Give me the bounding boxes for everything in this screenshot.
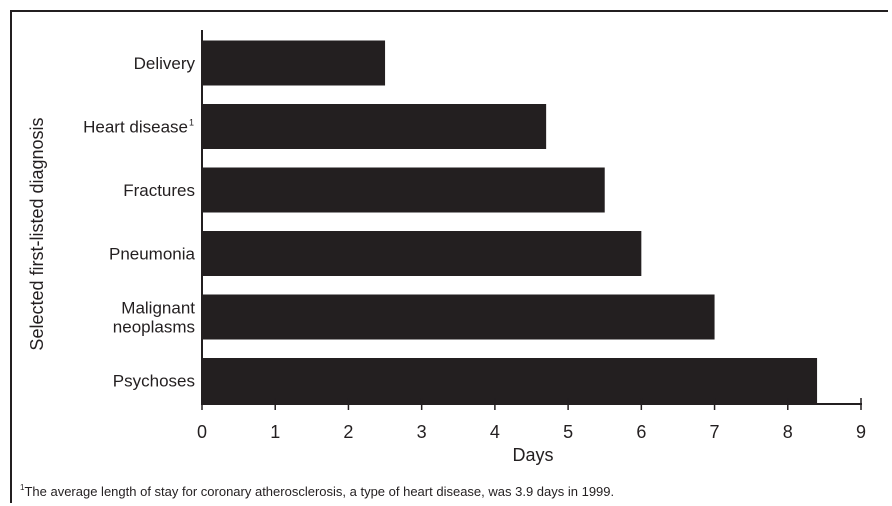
x-tick-label: 9 <box>856 422 866 442</box>
category-label: neoplasms <box>113 318 195 337</box>
x-tick-label: 7 <box>710 422 720 442</box>
category-footnote-mark: 1 <box>189 118 194 128</box>
category-label: Heart disease <box>83 118 188 137</box>
category-label: Delivery <box>134 54 196 73</box>
bar <box>202 104 547 149</box>
y-axis-label: Selected first-listed diagnosis <box>27 117 47 350</box>
footnote-text: The average length of stay for coronary … <box>24 484 615 499</box>
category-label: Malignant <box>121 299 195 318</box>
x-tick-label: 0 <box>197 422 207 442</box>
bar <box>202 358 818 403</box>
bar <box>202 40 386 86</box>
bar <box>202 294 715 340</box>
category-label: Pneumonia <box>109 245 196 264</box>
x-tick-label: 2 <box>343 422 353 442</box>
x-tick-label: 6 <box>636 422 646 442</box>
x-tick-label: 4 <box>490 422 500 442</box>
category-label: Psychoses <box>113 372 195 391</box>
bar <box>202 167 605 213</box>
category-label: Fractures <box>123 181 195 200</box>
x-tick-label: 5 <box>563 422 573 442</box>
chart-frame <box>10 10 888 503</box>
x-tick-label: 3 <box>417 422 427 442</box>
bar <box>202 231 642 276</box>
footnote-mark: 1 <box>20 483 25 492</box>
x-axis-label: Days <box>512 445 553 465</box>
x-tick-label: 1 <box>270 422 280 442</box>
x-tick-label: 8 <box>783 422 793 442</box>
footnote: 1The average length of stay for coronary… <box>20 483 615 499</box>
